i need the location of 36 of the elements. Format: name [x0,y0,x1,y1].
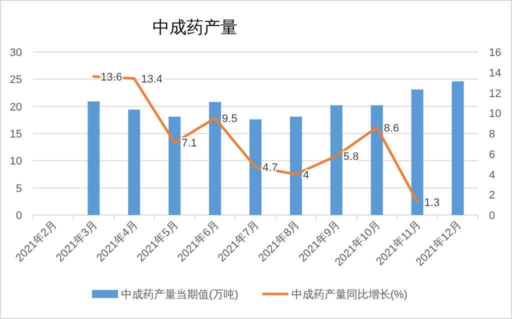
y-tick-label: 5 [16,182,22,195]
y-tick-label: 10 [10,156,22,168]
data-label: 7.1 [182,138,197,150]
data-label: 5.8 [343,150,359,163]
y2-tick-label: 10 [489,108,502,120]
bar [411,89,424,215]
bar [290,116,302,215]
bar [330,105,342,215]
y-tick-label: 25 [10,74,22,86]
legend-label: 中成药产量同比增长(%) [291,288,408,301]
data-label: 13.4 [141,73,163,86]
data-label: 4 [302,169,310,182]
y2-tick-label: 12 [489,88,502,100]
data-label: 1.3 [424,196,440,209]
y-tick-label: 20 [10,101,22,114]
bar [370,105,383,215]
y2-tick-label: 6 [489,148,496,161]
y2-tick-label: 2 [489,190,496,202]
y2-tick-label: 8 [489,128,496,140]
y-tick-label: 30 [10,47,22,59]
y2-tick-label: 16 [489,47,502,59]
bar [452,81,464,215]
y2-tick-label: 4 [489,169,496,182]
bar [250,119,262,215]
bar [168,116,181,215]
y2-tick-label: 0 [489,210,496,222]
y2-tick-label: 14 [489,67,502,80]
y-tick-label: 15 [10,128,22,140]
data-label: 9.5 [222,113,238,126]
data-label: 8.6 [384,122,400,134]
legend-label: 中成药产量当期值(万吨) [121,288,238,301]
bar [88,101,100,215]
chart-title: 中成药产量 [152,18,238,37]
bar [209,102,222,215]
bar [128,110,140,215]
y-tick-label: 0 [16,210,22,222]
